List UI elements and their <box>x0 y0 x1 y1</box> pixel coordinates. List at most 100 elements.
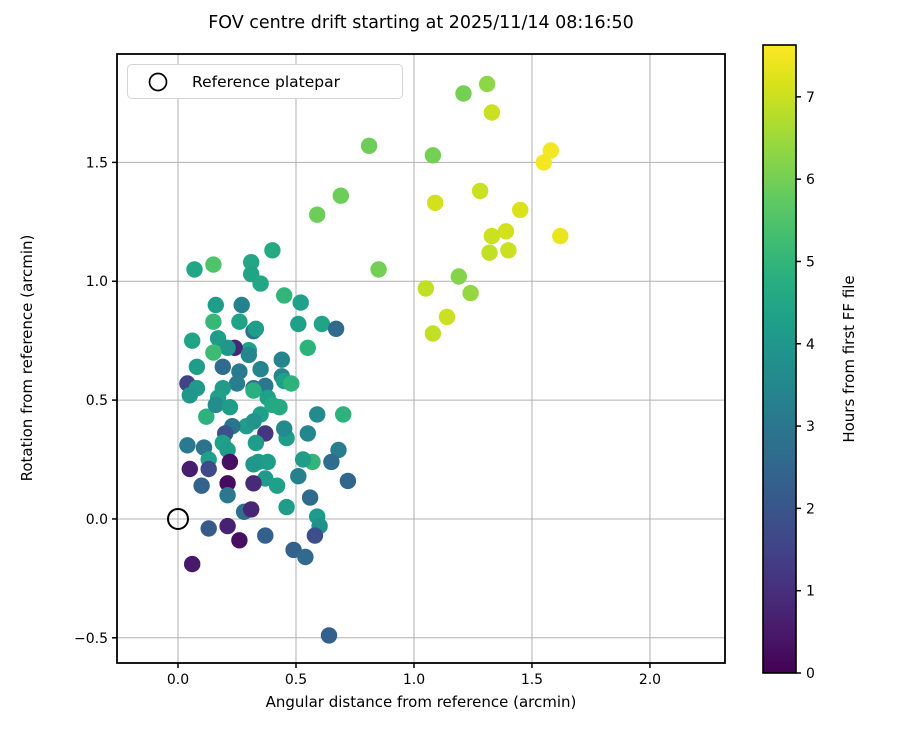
colorbar-tick-label: 0 <box>806 666 815 682</box>
colorbar-tick-label: 2 <box>806 501 815 517</box>
scatter-point <box>188 358 206 375</box>
scatter-point <box>483 227 501 245</box>
legend: Reference platepar <box>127 64 403 99</box>
scatter-point <box>240 346 257 364</box>
scatter-point <box>285 541 302 559</box>
colorbar-tick-label: 4 <box>806 337 815 353</box>
colorbar-tick-label: 6 <box>806 172 815 188</box>
colorbar-tick-label: 3 <box>806 419 815 435</box>
colorbar <box>763 45 796 673</box>
scatter-point <box>299 339 316 356</box>
scatter-point <box>290 468 307 485</box>
scatter-point <box>306 527 324 544</box>
scatter-point <box>283 375 300 392</box>
legend-label: Reference platepar <box>192 72 340 91</box>
scatter-point <box>276 420 293 437</box>
y-tick-label: 0.0 <box>86 512 108 528</box>
x-tick-label: 1.0 <box>403 672 425 688</box>
scatter-point <box>323 453 340 471</box>
scatter-point <box>299 425 316 442</box>
scatter-point <box>231 313 248 330</box>
y-tick-label: −0.5 <box>74 631 108 647</box>
scatter-point <box>233 296 250 314</box>
scatter-point <box>462 284 479 302</box>
scatter-point <box>181 387 198 404</box>
scatter-point <box>243 254 260 271</box>
scatter-point <box>245 475 262 492</box>
scatter-point <box>424 147 442 164</box>
scatter-point <box>335 406 352 423</box>
scatter-point <box>450 268 467 285</box>
scatter-point <box>245 382 262 399</box>
scatter-point <box>278 498 295 516</box>
reference-platepar-marker-icon <box>148 72 168 91</box>
x-tick-label: 1.5 <box>521 672 543 688</box>
scatter-point <box>228 375 246 392</box>
scatter-point <box>268 477 286 494</box>
scatter-point <box>313 315 331 333</box>
scatter-point <box>535 154 552 171</box>
scatter-point <box>221 453 239 471</box>
y-axis-label: Rotation from reference (arcmin) <box>18 234 36 482</box>
colorbar-tick-label: 1 <box>806 584 815 600</box>
x-tick-label: 0.0 <box>167 672 189 688</box>
scatter-point <box>438 308 456 326</box>
scatter-point <box>339 472 357 490</box>
y-tick-label: 0.5 <box>86 393 108 409</box>
scatter-point <box>309 406 326 423</box>
scatter-point <box>207 396 224 414</box>
scatter-point <box>271 399 288 416</box>
scatter-point <box>219 487 236 504</box>
colorbar-tick-label: 5 <box>806 254 815 270</box>
scatter-point <box>205 313 222 330</box>
scatter-point <box>252 275 269 292</box>
scatter-point <box>483 104 501 121</box>
scatter-point <box>257 527 274 544</box>
scatter-point <box>219 517 236 535</box>
scatter-point <box>360 137 378 154</box>
scatter-point <box>245 456 262 473</box>
scatter-point <box>200 520 217 537</box>
scatter-point <box>294 451 312 468</box>
scatter-point <box>481 244 498 261</box>
scatter-point <box>552 227 569 245</box>
scatter-point <box>370 261 387 278</box>
chart-title: FOV centre drift starting at 2025/11/14 … <box>208 13 634 33</box>
x-axis-label: Angular distance from reference (arcmin) <box>265 693 577 711</box>
scatter-point <box>264 242 281 259</box>
scatter-point <box>497 223 515 240</box>
scatter-point <box>259 453 276 471</box>
scatter-point <box>478 75 496 93</box>
scatter-point <box>297 548 314 566</box>
scatter-point <box>332 187 349 204</box>
scatter-point <box>198 408 215 425</box>
scatter-point <box>273 351 290 368</box>
scatter-point <box>276 287 293 304</box>
colorbar-border <box>762 44 797 674</box>
scatter-point <box>181 460 198 478</box>
scatter-point <box>186 261 203 278</box>
scatter-point <box>424 325 442 342</box>
scatter-point <box>290 315 307 333</box>
scatter-point <box>193 477 210 494</box>
scatter-point <box>205 256 222 273</box>
x-tick-label: 0.5 <box>285 672 307 688</box>
scatter-point <box>455 85 472 102</box>
scatter-point <box>179 437 196 454</box>
scatter-point <box>247 320 265 337</box>
scatter-point <box>221 399 239 416</box>
x-tick-label: 2.0 <box>639 672 661 688</box>
y-tick-label: 1.5 <box>86 155 108 171</box>
scatter-point <box>205 344 222 361</box>
scatter-point <box>471 182 489 200</box>
scatter-point <box>219 475 236 492</box>
scatter-point <box>417 280 434 297</box>
plot-border <box>116 53 726 664</box>
scatter-point <box>243 501 260 518</box>
colorbar-label: Hours from first FF file <box>840 275 858 443</box>
scatter-point <box>500 242 517 259</box>
scatter-point <box>245 413 262 430</box>
scatter-point <box>542 142 559 159</box>
